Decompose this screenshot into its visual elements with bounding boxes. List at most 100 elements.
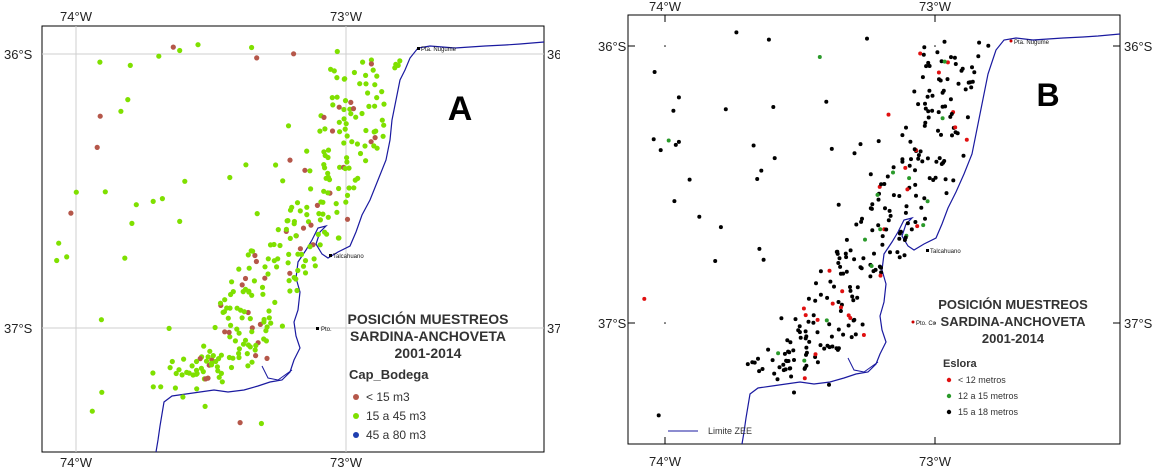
sample-point — [897, 194, 902, 198]
sample-point — [265, 256, 271, 262]
sample-point — [355, 175, 361, 181]
sample-point — [815, 330, 820, 335]
sample-point — [772, 156, 777, 161]
sample-point — [815, 360, 820, 365]
sample-point — [835, 251, 840, 256]
sample-point — [317, 242, 323, 248]
sample-point — [179, 372, 185, 378]
sample-point — [232, 338, 238, 344]
sample-point — [102, 189, 108, 195]
sample-point — [267, 242, 274, 248]
sample-point — [908, 139, 913, 144]
grid-node-4 — [934, 322, 936, 324]
sample-point — [852, 151, 857, 156]
sample-point — [300, 225, 307, 231]
sample-point — [909, 157, 913, 162]
sample-point — [770, 358, 775, 363]
sample-point — [838, 309, 843, 313]
sample-point — [127, 62, 133, 68]
legend-b-label-medium: 12 a 15 metros — [958, 391, 1019, 401]
sample-point — [253, 353, 259, 359]
sample-point — [897, 236, 902, 241]
sample-point — [374, 73, 380, 79]
sample-point — [813, 352, 818, 357]
panel-letter-b: B — [1036, 77, 1059, 113]
sample-point — [827, 382, 831, 387]
sample-point — [294, 200, 301, 206]
sample-point — [359, 110, 365, 117]
sample-point — [782, 351, 787, 356]
sample-point — [261, 316, 267, 323]
sample-point — [818, 343, 823, 348]
sample-point — [713, 259, 718, 263]
sample-point — [880, 234, 885, 239]
sample-point — [827, 322, 832, 327]
sample-point — [922, 123, 927, 128]
sample-point — [348, 99, 354, 105]
sample-point — [878, 273, 883, 278]
sample-point — [342, 76, 348, 82]
sample-point — [262, 264, 268, 270]
sample-point — [923, 120, 928, 125]
sample-point — [851, 298, 856, 303]
sample-point — [363, 81, 369, 87]
sample-point — [325, 147, 332, 153]
sample-point — [334, 48, 340, 55]
sample-point — [936, 128, 940, 133]
sample-point — [871, 269, 876, 274]
sample-point — [942, 39, 947, 44]
sample-point — [214, 364, 220, 370]
sample-point — [937, 156, 942, 161]
sample-point — [218, 370, 224, 376]
sample-point — [229, 279, 235, 285]
sample-point — [803, 336, 808, 341]
sample-point — [172, 385, 178, 391]
sample-point — [880, 242, 885, 247]
sample-point — [824, 99, 829, 104]
sample-point — [263, 338, 269, 344]
sample-point — [912, 147, 917, 152]
sample-point — [159, 196, 165, 202]
sample-point — [839, 305, 843, 310]
sample-point — [916, 153, 921, 158]
sample-point — [284, 218, 290, 224]
legend-a-swatch-small — [353, 394, 359, 400]
sample-point — [212, 324, 218, 331]
sample-point — [952, 55, 957, 60]
place-talcahuano-a: Talcahuano — [333, 254, 364, 260]
sample-point — [859, 266, 864, 271]
left-tick-37s-b: 37°S — [598, 316, 627, 331]
sample-point — [68, 210, 74, 216]
sample-point — [986, 43, 991, 48]
sample-point — [243, 162, 249, 168]
sample-point — [244, 351, 250, 357]
sample-point — [194, 386, 200, 392]
sample-point — [129, 220, 135, 226]
panel-letter-a: A — [448, 90, 473, 128]
sample-point — [317, 217, 323, 223]
legend-a-label-small: < 15 m3 — [366, 390, 410, 404]
sample-point — [791, 348, 796, 353]
sample-point — [351, 185, 357, 191]
sample-point — [913, 168, 917, 173]
sample-point — [254, 55, 260, 61]
sample-point — [927, 64, 932, 68]
sample-point — [253, 258, 259, 265]
sample-point — [283, 226, 289, 232]
sample-point — [226, 329, 232, 335]
place-nugume-b: Pta. Nugume — [1014, 40, 1050, 46]
sample-point — [397, 58, 403, 64]
sample-point — [295, 267, 301, 274]
legend-a-title: Cap_Bodega — [349, 367, 429, 382]
sample-point — [94, 144, 100, 150]
sample-point — [949, 55, 953, 60]
sample-point — [797, 324, 802, 329]
sample-point — [836, 202, 841, 207]
sample-point — [308, 186, 314, 192]
sample-point — [300, 263, 307, 269]
sample-point — [876, 223, 881, 228]
legend-b-label-large: 15 a 18 metros — [958, 407, 1019, 417]
sample-point — [891, 193, 896, 198]
sample-point — [252, 347, 258, 353]
sample-point — [836, 300, 841, 304]
